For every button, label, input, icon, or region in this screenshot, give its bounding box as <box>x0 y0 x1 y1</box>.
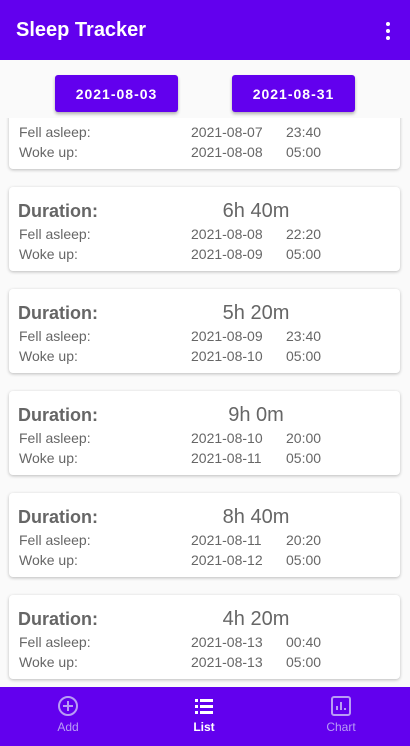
woke-up-time: 05:00 <box>286 450 322 466</box>
woke-up-label: Woke up: <box>19 246 78 262</box>
fell-asleep-time: 20:00 <box>286 430 322 446</box>
start-date-button[interactable]: 2021-08-03 <box>55 75 178 112</box>
woke-up-date: 2021-08-11 <box>191 450 262 466</box>
woke-up-time: 05:00 <box>286 552 322 568</box>
woke-up-time: 05:00 <box>286 348 322 364</box>
record-card: Duration: 5h 20m Fell asleep: 2021-08-09 23:… <box>9 289 400 373</box>
woke-up-date: 2021-08-12 <box>191 552 263 568</box>
duration-label: Duration: <box>18 201 98 221</box>
record-card: Duration: 8h 40m Fell asleep: 2021-08-11 20:… <box>9 493 400 577</box>
duration-value: 5h 20m <box>222 302 290 324</box>
fell-asleep-label: Fell asleep: <box>19 124 91 140</box>
nav-label: Chart <box>326 720 356 734</box>
duration-value: 9h 0m <box>228 404 284 426</box>
woke-up-time: 05:00 <box>286 144 322 160</box>
woke-up-time: 05:00 <box>286 654 322 670</box>
nav-chart[interactable]: Chart <box>301 695 381 734</box>
app-title: Sleep Tracker <box>16 19 147 41</box>
fell-asleep-time: 23:40 <box>286 124 322 140</box>
end-date-button[interactable]: 2021-08-31 <box>232 75 355 112</box>
woke-up-label: Woke up: <box>19 654 78 670</box>
woke-up-date: 2021-08-13 <box>191 654 263 670</box>
fell-asleep-date: 2021-08-08 <box>191 226 263 242</box>
nav-list[interactable]: List <box>164 695 244 734</box>
record-card: Duration: 9h 0m Fell asleep: 2021-08-10 20:0… <box>9 391 400 475</box>
fell-asleep-date: 2021-08-09 <box>191 328 263 344</box>
duration-label: Duration: <box>18 303 98 323</box>
woke-up-label: Woke up: <box>19 552 78 568</box>
duration-value: 6h 40m <box>222 200 290 222</box>
fell-asleep-time: 00:40 <box>286 634 322 650</box>
duration-label: Duration: <box>18 405 98 425</box>
woke-up-date: 2021-08-08 <box>191 144 263 160</box>
fell-asleep-date: 2021-08-07 <box>191 124 263 140</box>
nav-label: Add <box>57 720 79 734</box>
fell-asleep-date: 2021-08-13 <box>191 634 263 650</box>
nav-add[interactable]: Add <box>28 695 108 734</box>
app-bar: Sleep Tracker <box>0 0 410 60</box>
fell-asleep-time: 22:20 <box>286 226 322 242</box>
record-card: Duration: 6h 40m Fell asleep: 2021-08-08 22:… <box>9 187 400 271</box>
record-card: Duration: 4h 20m Fell asleep: 2021-08-13 00:… <box>9 595 400 679</box>
duration-label: Duration: <box>18 507 98 527</box>
fell-asleep-time: 23:40 <box>286 328 322 344</box>
duration-value: 8h 40m <box>222 506 290 528</box>
fell-asleep-label: Fell asleep: <box>19 634 91 650</box>
fell-asleep-label: Fell asleep: <box>19 532 91 548</box>
fell-asleep-date: 2021-08-11 <box>191 532 262 548</box>
woke-up-time: 05:00 <box>286 246 322 262</box>
nav-label: List <box>193 720 215 734</box>
fell-asleep-label: Fell asleep: <box>19 430 91 446</box>
woke-up-date: 2021-08-09 <box>191 246 263 262</box>
duration-value: 4h 20m <box>222 608 290 630</box>
woke-up-label: Woke up: <box>19 144 78 160</box>
duration-label: Duration: <box>18 609 98 629</box>
woke-up-date: 2021-08-10 <box>191 348 263 364</box>
fell-asleep-time: 20:20 <box>286 532 322 548</box>
fell-asleep-label: Fell asleep: <box>19 226 91 242</box>
fell-asleep-date: 2021-08-10 <box>191 430 263 446</box>
record-list: Fell asleep: 2021-08-07 23:40 Woke up: 2021-… <box>0 118 410 687</box>
record-card: Fell asleep: 2021-08-07 23:40 Woke up: 2021-… <box>9 118 400 169</box>
fell-asleep-label: Fell asleep: <box>19 328 91 344</box>
woke-up-label: Woke up: <box>19 450 78 466</box>
menu-button[interactable] <box>386 22 390 43</box>
bottom-nav: Add List Chart <box>0 687 410 746</box>
woke-up-label: Woke up: <box>19 348 78 364</box>
